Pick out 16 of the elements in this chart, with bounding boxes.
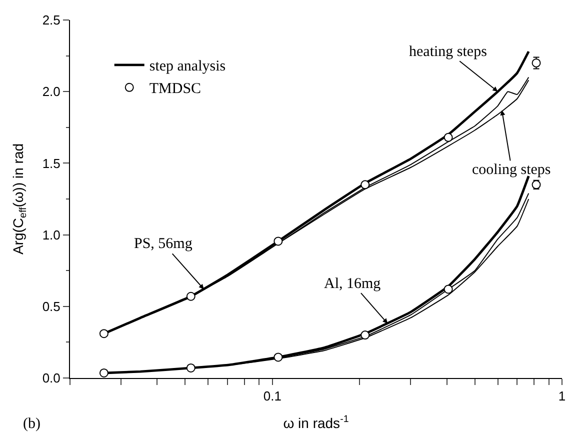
annotation: PS, 56mg [134, 236, 193, 252]
annotation: Al, 16mg [324, 276, 382, 292]
x-axis-title: ω in rads$^{-1}$ [283, 414, 349, 431]
y-tick-label: 0.5 [42, 298, 60, 314]
annotation: heating steps [409, 44, 488, 60]
x-tick-label: 1 [558, 388, 566, 404]
annotation: cooling steps [472, 162, 551, 178]
x-tick-label: 0.1 [263, 388, 282, 404]
y-tick-label: 1.5 [42, 156, 60, 171]
text: (b) [23, 416, 40, 432]
y-tick-label: 2.5 [42, 12, 60, 28]
y-tick-label: 1.0 [42, 227, 60, 242]
y-tick-label: 2.0 [42, 84, 60, 100]
legend-label: step analysis [149, 58, 226, 75]
y-tick-label: 0.0 [42, 370, 60, 386]
legend-label: TMDSC [149, 81, 202, 98]
